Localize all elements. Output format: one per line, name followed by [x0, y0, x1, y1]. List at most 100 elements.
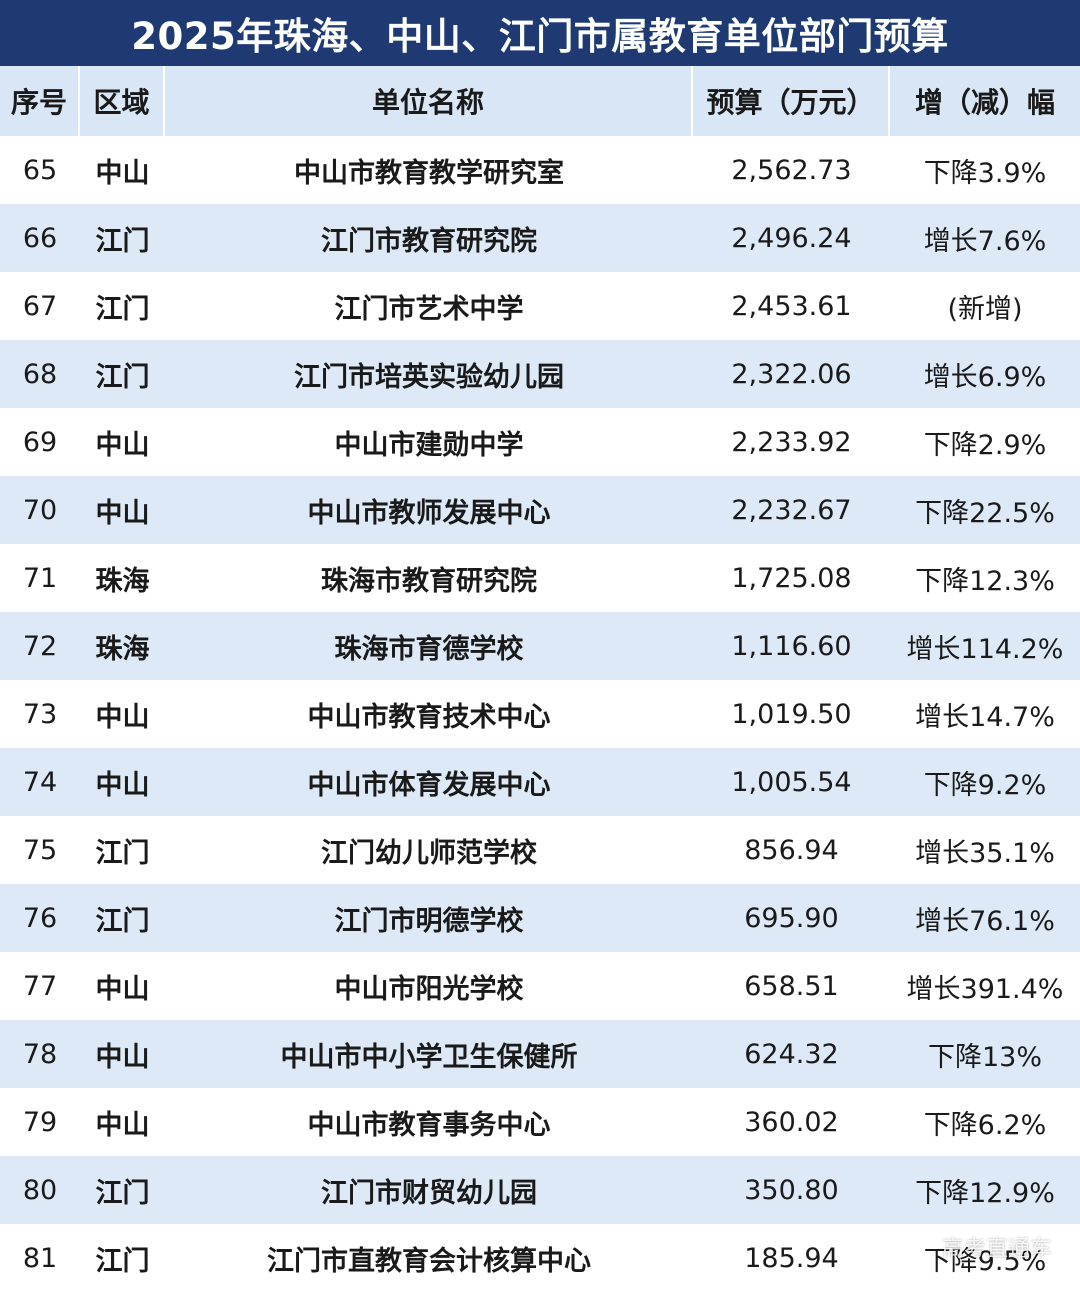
row-no: 75 [22, 834, 58, 866]
row-name: 江门市艺术中学 [334, 293, 524, 325]
row-change: 下降13% [927, 1041, 1042, 1073]
row-area: 江门 [95, 1177, 150, 1209]
table-row: 66 江门 江门市教育研究院 2,496.24 增长7.6% [0, 204, 1080, 272]
table-row: 67 江门 江门市艺术中学 2,453.61 (新增) [0, 272, 1080, 340]
row-area: 江门 [95, 293, 150, 325]
table-row: 72 珠海 珠海市育德学校 1,116.60 增长114.2% [0, 612, 1080, 680]
row-budget: 350.80 [744, 1174, 839, 1206]
watermark: 高考直通车 [941, 1237, 1052, 1262]
table-row: 76 江门 江门市明德学校 695.90 增长76.1% [0, 884, 1080, 952]
row-area: 中山 [95, 701, 150, 733]
row-change: 增长391.4% [906, 973, 1064, 1005]
row-name: 中山市教育教学研究室 [294, 157, 564, 189]
row-no: 66 [22, 222, 58, 254]
row-change: 下降12.9% [915, 1177, 1055, 1209]
row-no: 77 [22, 970, 58, 1002]
row-no: 67 [22, 290, 58, 322]
row-budget: 360.02 [744, 1106, 839, 1138]
row-change: 增长76.1% [915, 905, 1055, 937]
table-row: 73 中山 中山市教育技术中心 1,019.50 增长14.7% [0, 680, 1080, 748]
row-name: 江门市明德学校 [334, 905, 524, 937]
row-budget: 1,005.54 [731, 766, 852, 798]
row-change: 下降9.2% [923, 769, 1047, 801]
header-no: 序号 [0, 66, 80, 136]
row-change: 增长114.2% [906, 633, 1064, 665]
row-no: 65 [22, 154, 58, 186]
row-change: 下降6.2% [923, 1109, 1047, 1141]
row-change: 增长7.6% [923, 225, 1047, 257]
table-row: 71 珠海 珠海市教育研究院 1,725.08 下降12.3% [0, 544, 1080, 612]
row-change: 下降12.3% [915, 565, 1055, 597]
row-change: 增长14.7% [915, 701, 1055, 733]
row-no: 76 [22, 902, 58, 934]
header-name: 单位名称 [165, 66, 693, 136]
row-area: 中山 [95, 157, 150, 189]
table-row: 78 中山 中山市中小学卫生保健所 624.32 下降13% [0, 1020, 1080, 1088]
table-row: 75 江门 江门幼儿师范学校 856.94 增长35.1% [0, 816, 1080, 884]
table-row: 74 中山 中山市体育发展中心 1,005.54 下降9.2% [0, 748, 1080, 816]
row-area: 中山 [95, 769, 150, 801]
row-name: 中山市中小学卫生保健所 [280, 1041, 578, 1073]
row-name: 中山市体育发展中心 [307, 769, 551, 801]
row-budget: 2,453.61 [731, 290, 852, 322]
table-row: 68 江门 江门市培英实验幼儿园 2,322.06 增长6.9% [0, 340, 1080, 408]
table-body: 65 中山 中山市教育教学研究室 2,562.73 下降3.9% 66 江门 江… [0, 136, 1080, 1292]
row-budget: 2,233.92 [731, 426, 852, 458]
row-budget: 856.94 [744, 834, 839, 866]
row-no: 81 [22, 1242, 58, 1274]
header-area: 区域 [80, 66, 165, 136]
row-area: 珠海 [95, 565, 150, 597]
row-area: 江门 [95, 225, 150, 257]
row-no: 80 [22, 1174, 58, 1206]
row-area: 江门 [95, 905, 150, 937]
row-no: 78 [22, 1038, 58, 1070]
row-name: 中山市建勋中学 [334, 429, 524, 461]
table-row: 79 中山 中山市教育事务中心 360.02 下降6.2% [0, 1088, 1080, 1156]
row-name: 江门市教育研究院 [321, 225, 537, 257]
row-change: (新增) [947, 293, 1023, 325]
row-area: 江门 [95, 837, 150, 869]
row-budget: 658.51 [744, 970, 839, 1002]
row-no: 74 [22, 766, 58, 798]
row-budget: 1,116.60 [731, 630, 852, 662]
row-name: 中山市教育技术中心 [307, 701, 551, 733]
row-change: 下降2.9% [923, 429, 1047, 461]
row-name: 珠海市教育研究院 [321, 565, 537, 597]
title-bar: 2025年珠海、中山、江门市属教育单位部门预算 [0, 0, 1080, 66]
row-budget: 1,019.50 [731, 698, 852, 730]
row-change: 下降9.5% [923, 1245, 1047, 1277]
row-name: 江门市财贸幼儿园 [321, 1177, 537, 1209]
row-change: 下降3.9% [923, 157, 1047, 189]
page-title: 2025年珠海、中山、江门市属教育单位部门预算 [131, 15, 949, 58]
row-area: 中山 [95, 429, 150, 461]
row-no: 69 [22, 426, 58, 458]
row-name: 江门市培英实验幼儿园 [294, 361, 564, 393]
row-area: 珠海 [95, 633, 150, 665]
row-area: 江门 [95, 1245, 150, 1277]
row-budget: 2,232.67 [731, 494, 852, 526]
row-area: 中山 [95, 1109, 150, 1141]
row-budget: 185.94 [744, 1242, 839, 1274]
row-change: 增长6.9% [923, 361, 1047, 393]
row-change: 下降22.5% [915, 497, 1055, 529]
row-change: 增长35.1% [915, 837, 1055, 869]
row-no: 70 [22, 494, 58, 526]
row-name: 江门幼儿师范学校 [321, 837, 537, 869]
table-row: 69 中山 中山市建勋中学 2,233.92 下降2.9% [0, 408, 1080, 476]
row-name: 江门市直教育会计核算中心 [267, 1245, 591, 1277]
table-row: 80 江门 江门市财贸幼儿园 350.80 下降12.9% [0, 1156, 1080, 1224]
row-area: 中山 [95, 497, 150, 529]
row-name: 中山市阳光学校 [334, 973, 524, 1005]
header-budget: 预算（万元） [693, 66, 890, 136]
row-no: 68 [22, 358, 58, 390]
row-no: 79 [22, 1106, 58, 1138]
row-no: 72 [22, 630, 58, 662]
table-header: 序号 区域 单位名称 预算（万元） 增（减）幅 [0, 66, 1080, 136]
table-row: 81 江门 江门市直教育会计核算中心 185.94 下降9.5% [0, 1224, 1080, 1292]
table-row: 70 中山 中山市教师发展中心 2,232.67 下降22.5% [0, 476, 1080, 544]
row-budget: 2,562.73 [731, 154, 852, 186]
row-area: 中山 [95, 1041, 150, 1073]
header-change: 增（减）幅 [914, 86, 1055, 119]
row-area: 江门 [95, 361, 150, 393]
row-area: 中山 [95, 973, 150, 1005]
